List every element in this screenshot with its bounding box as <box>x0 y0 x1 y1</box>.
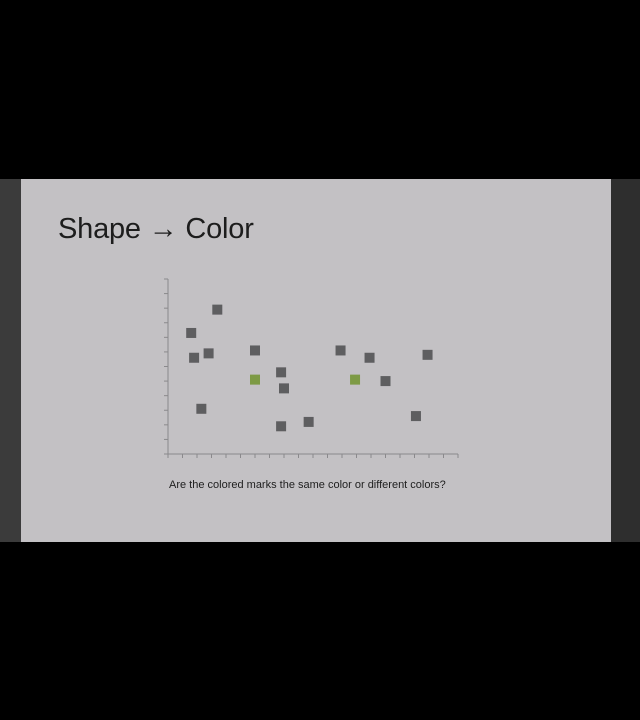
scatter-mark <box>212 304 223 315</box>
highlighted-mark <box>350 374 361 385</box>
scatter-chart <box>164 278 459 458</box>
scatter-mark <box>186 327 197 338</box>
scatter-mark <box>422 349 433 360</box>
highlighted-mark <box>250 374 260 385</box>
scatter-mark <box>303 416 314 427</box>
scatter-mark <box>203 348 214 359</box>
right-side-strip <box>611 179 640 542</box>
scatter-mark <box>276 367 287 378</box>
slide: Shape → Color Are the colored marks the … <box>21 179 611 542</box>
scatter-mark <box>410 411 421 422</box>
question-text: Are the colored marks the same color or … <box>169 479 446 491</box>
chart-axes <box>164 278 459 458</box>
scatter-mark <box>279 383 289 394</box>
scatter-mark <box>189 352 200 363</box>
scatter-mark <box>335 345 346 356</box>
scatter-mark <box>250 345 260 356</box>
scatter-mark <box>196 403 207 414</box>
chart-marks <box>186 304 433 432</box>
scatter-mark <box>276 421 287 432</box>
slide-title: Shape → Color <box>58 213 254 245</box>
scatter-mark <box>364 352 375 363</box>
left-side-strip <box>0 179 21 542</box>
scatter-mark <box>380 376 391 387</box>
